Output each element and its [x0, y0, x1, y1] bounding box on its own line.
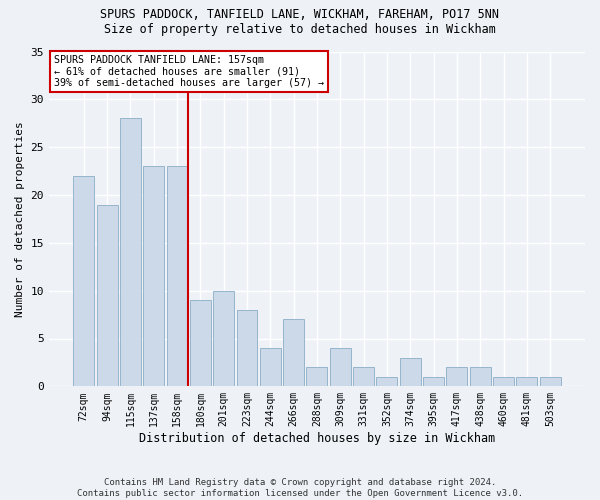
Bar: [493, 377, 514, 386]
Bar: [330, 348, 351, 387]
Bar: [539, 377, 560, 386]
Bar: [236, 310, 257, 386]
Bar: [517, 377, 538, 386]
Y-axis label: Number of detached properties: Number of detached properties: [15, 121, 25, 317]
Bar: [167, 166, 188, 386]
Text: SPURS PADDOCK, TANFIELD LANE, WICKHAM, FAREHAM, PO17 5NN: SPURS PADDOCK, TANFIELD LANE, WICKHAM, F…: [101, 8, 499, 20]
Bar: [143, 166, 164, 386]
Bar: [353, 367, 374, 386]
X-axis label: Distribution of detached houses by size in Wickham: Distribution of detached houses by size …: [139, 432, 495, 445]
Bar: [73, 176, 94, 386]
Bar: [423, 377, 444, 386]
Text: Size of property relative to detached houses in Wickham: Size of property relative to detached ho…: [104, 22, 496, 36]
Bar: [97, 204, 118, 386]
Bar: [260, 348, 281, 387]
Bar: [283, 320, 304, 386]
Text: SPURS PADDOCK TANFIELD LANE: 157sqm
← 61% of detached houses are smaller (91)
39: SPURS PADDOCK TANFIELD LANE: 157sqm ← 61…: [54, 55, 324, 88]
Bar: [400, 358, 421, 386]
Bar: [213, 290, 234, 386]
Bar: [190, 300, 211, 386]
Bar: [376, 377, 397, 386]
Bar: [307, 367, 328, 386]
Bar: [470, 367, 491, 386]
Bar: [446, 367, 467, 386]
Text: Contains HM Land Registry data © Crown copyright and database right 2024.
Contai: Contains HM Land Registry data © Crown c…: [77, 478, 523, 498]
Bar: [120, 118, 141, 386]
